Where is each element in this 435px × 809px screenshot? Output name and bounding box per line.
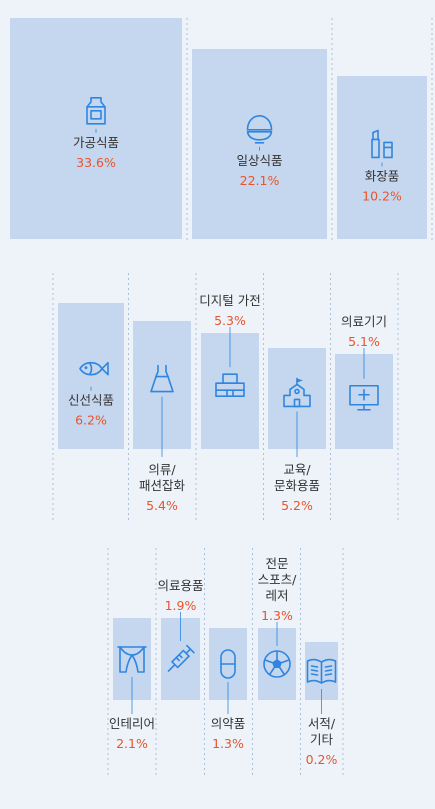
value-label: 0.2% bbox=[306, 752, 338, 767]
syringe-icon bbox=[167, 644, 195, 672]
bar-milk-carton bbox=[10, 18, 182, 239]
medical-monitor-icon bbox=[349, 384, 379, 411]
curtain-icon bbox=[117, 646, 147, 673]
value-label: 5.4% bbox=[146, 498, 178, 513]
category-label: 의료용품 bbox=[157, 578, 203, 593]
bar-rice-bowl bbox=[192, 49, 327, 239]
value-label: 10.2% bbox=[362, 188, 402, 203]
value-label: 5.2% bbox=[281, 498, 313, 513]
value-label: 5.3% bbox=[214, 313, 246, 328]
book-icon bbox=[306, 658, 337, 684]
category-label: 스포츠/ bbox=[258, 572, 298, 587]
value-label: 6.2% bbox=[75, 413, 107, 428]
bar-group-medical-monitor: 의료기기 5.1% bbox=[335, 314, 393, 449]
category-label: 패션잡화 bbox=[139, 478, 186, 493]
value-label: 22.1% bbox=[240, 173, 280, 188]
value-label: 1.3% bbox=[212, 736, 244, 751]
category-label: 인테리어 bbox=[109, 716, 155, 731]
category-label: 화장품 bbox=[365, 168, 400, 183]
category-label: 디지털 가전 bbox=[199, 293, 260, 308]
category-label: 일상식품 bbox=[236, 153, 282, 168]
computer-icon bbox=[215, 373, 245, 398]
rice-bowl-icon bbox=[246, 115, 273, 144]
milk-carton-icon bbox=[86, 97, 106, 125]
bar-cosmetics bbox=[337, 76, 427, 239]
bar-group-dress: 의류/패션잡화 5.4% bbox=[133, 321, 191, 513]
bar-group-curtain: 인테리어 2.1% bbox=[109, 618, 155, 751]
category-label: 전문 bbox=[265, 556, 288, 571]
bar-group-book: 서적/기타 0.2% bbox=[305, 642, 338, 767]
value-label: 2.1% bbox=[116, 736, 148, 751]
bar-fish bbox=[58, 303, 124, 449]
value-label: 1.3% bbox=[261, 608, 293, 623]
category-label: 신선식품 bbox=[68, 393, 114, 408]
bar-group-school: 교육/문화용품 5.2% bbox=[268, 348, 326, 513]
category-label: 의약품 bbox=[211, 716, 246, 731]
value-label: 5.1% bbox=[348, 334, 380, 349]
category-label: 의료기기 bbox=[341, 314, 387, 329]
bar-group-milk-carton: 가공식품 33.6% bbox=[10, 18, 182, 239]
category-label: 가공식품 bbox=[73, 135, 119, 150]
value-label: 1.9% bbox=[165, 598, 197, 613]
soccer-ball-icon bbox=[263, 650, 291, 678]
school-icon bbox=[283, 377, 311, 408]
category-label: 의류/ bbox=[148, 462, 176, 477]
fish-icon bbox=[79, 361, 109, 376]
category-label: 문화용품 bbox=[274, 478, 320, 493]
category-label: 레저 bbox=[265, 588, 288, 603]
category-label: 서적/ bbox=[308, 716, 336, 731]
category-label: 교육/ bbox=[283, 462, 311, 477]
dress-icon bbox=[150, 364, 174, 393]
cosmetics-icon bbox=[371, 129, 393, 159]
category-label: 기타 bbox=[310, 732, 334, 747]
bar-group-computer: 디지털 가전 5.3% bbox=[199, 293, 261, 449]
value-label: 33.6% bbox=[76, 155, 116, 170]
bar-group-rice-bowl: 일상식품 22.1% bbox=[192, 49, 327, 239]
bar-group-pill: 의약품 1.3% bbox=[209, 628, 247, 751]
chart-row-2: 신선식품 6.2% 의류/패션잡화 5.4% 디지털 가전 5.3% 교육/문화용품 5.2%… bbox=[52, 273, 399, 522]
pill-icon bbox=[220, 649, 236, 679]
chart-row-1: 가공식품 33.6% 일상식품 22.1% 화장품 10.2% bbox=[10, 18, 433, 243]
bar-group-cosmetics: 화장품 10.2% bbox=[337, 76, 427, 239]
bar-group-fish: 신선식품 6.2% bbox=[58, 303, 124, 449]
bar-group-syringe: 의료용품 1.9% bbox=[157, 578, 204, 700]
